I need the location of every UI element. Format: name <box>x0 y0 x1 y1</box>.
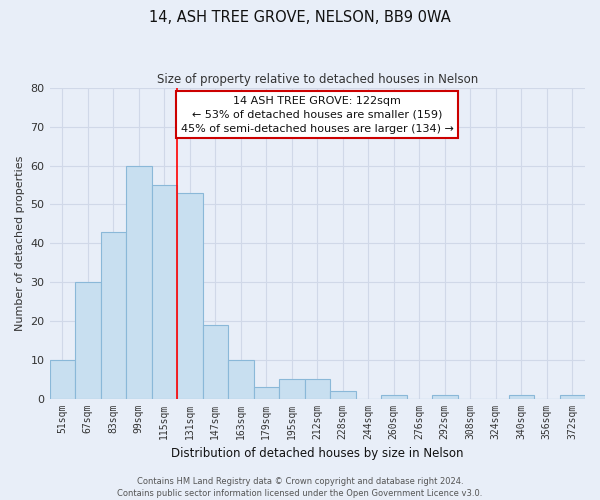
Text: 14 ASH TREE GROVE: 122sqm
← 53% of detached houses are smaller (159)
45% of semi: 14 ASH TREE GROVE: 122sqm ← 53% of detac… <box>181 96 454 134</box>
Bar <box>509 394 534 398</box>
Bar <box>203 325 228 398</box>
Bar <box>75 282 101 399</box>
Bar <box>279 379 305 398</box>
X-axis label: Distribution of detached houses by size in Nelson: Distribution of detached houses by size … <box>171 447 464 460</box>
Text: 14, ASH TREE GROVE, NELSON, BB9 0WA: 14, ASH TREE GROVE, NELSON, BB9 0WA <box>149 10 451 25</box>
Bar <box>228 360 254 399</box>
Title: Size of property relative to detached houses in Nelson: Size of property relative to detached ho… <box>157 72 478 86</box>
Bar <box>305 379 330 398</box>
Y-axis label: Number of detached properties: Number of detached properties <box>15 156 25 331</box>
Bar <box>330 391 356 398</box>
Bar <box>381 394 407 398</box>
Bar <box>432 394 458 398</box>
Bar <box>177 193 203 398</box>
Bar <box>126 166 152 398</box>
Bar <box>254 387 279 398</box>
Bar <box>152 185 177 398</box>
Text: Contains HM Land Registry data © Crown copyright and database right 2024.
Contai: Contains HM Land Registry data © Crown c… <box>118 476 482 498</box>
Bar <box>101 232 126 398</box>
Bar <box>50 360 75 399</box>
Bar <box>560 394 585 398</box>
